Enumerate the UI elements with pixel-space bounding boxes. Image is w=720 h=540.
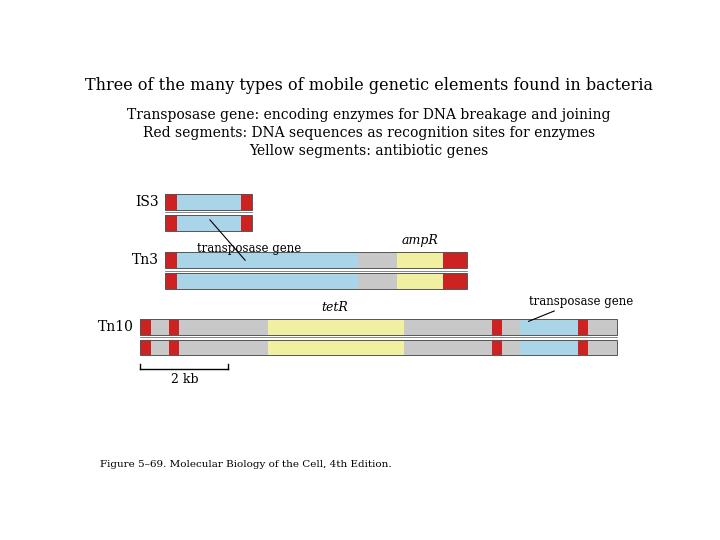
Bar: [140, 319, 617, 335]
Text: Transposase gene: encoding enzymes for DNA breakage and joining: Transposase gene: encoding enzymes for D…: [127, 109, 611, 123]
Text: 2 kb: 2 kb: [171, 373, 198, 386]
Bar: [444, 273, 467, 289]
Bar: [166, 252, 467, 268]
Bar: [404, 319, 492, 335]
Bar: [140, 340, 617, 355]
Bar: [397, 252, 444, 268]
Bar: [588, 319, 617, 335]
Text: Figure 5–69. Molecular Biology of the Cell, 4th Edition.: Figure 5–69. Molecular Biology of the Ce…: [100, 460, 392, 469]
Bar: [179, 340, 268, 355]
Bar: [503, 340, 521, 355]
Bar: [166, 273, 467, 289]
Bar: [169, 319, 179, 335]
Bar: [268, 319, 404, 335]
Bar: [140, 340, 150, 355]
Bar: [179, 319, 268, 335]
Bar: [176, 215, 240, 231]
Bar: [166, 215, 176, 231]
Text: Tn10: Tn10: [98, 320, 133, 334]
Bar: [166, 273, 177, 289]
Bar: [521, 340, 577, 355]
Text: IS3: IS3: [135, 195, 158, 209]
Bar: [577, 340, 588, 355]
Bar: [503, 319, 521, 335]
Bar: [166, 215, 252, 231]
Bar: [240, 194, 252, 210]
Bar: [166, 194, 252, 210]
Text: transposase gene: transposase gene: [197, 241, 301, 254]
Text: ampR: ampR: [402, 234, 438, 247]
Bar: [176, 194, 240, 210]
Bar: [492, 319, 503, 335]
Bar: [177, 273, 358, 289]
Bar: [166, 194, 252, 210]
Bar: [140, 340, 617, 355]
Bar: [577, 319, 588, 335]
Bar: [140, 319, 617, 335]
Bar: [166, 252, 177, 268]
Bar: [166, 215, 252, 231]
Bar: [521, 319, 577, 335]
Bar: [404, 340, 492, 355]
Bar: [177, 252, 358, 268]
Bar: [140, 319, 150, 335]
Bar: [169, 340, 179, 355]
Text: tetR: tetR: [322, 301, 348, 314]
Bar: [166, 273, 467, 289]
Bar: [358, 252, 397, 268]
Text: Tn3: Tn3: [132, 253, 158, 267]
Bar: [166, 252, 467, 268]
Bar: [166, 194, 176, 210]
Bar: [397, 273, 444, 289]
Bar: [492, 340, 503, 355]
Bar: [588, 340, 617, 355]
Text: transposase gene: transposase gene: [529, 295, 633, 308]
Text: Red segments: DNA sequences as recognition sites for enzymes: Red segments: DNA sequences as recogniti…: [143, 126, 595, 140]
Bar: [358, 273, 397, 289]
Bar: [268, 340, 404, 355]
Text: Three of the many types of mobile genetic elements found in bacteria: Three of the many types of mobile geneti…: [85, 77, 653, 94]
Text: Yellow segments: antibiotic genes: Yellow segments: antibiotic genes: [249, 144, 489, 158]
Bar: [150, 319, 169, 335]
Bar: [240, 215, 252, 231]
Bar: [150, 340, 169, 355]
Bar: [444, 252, 467, 268]
